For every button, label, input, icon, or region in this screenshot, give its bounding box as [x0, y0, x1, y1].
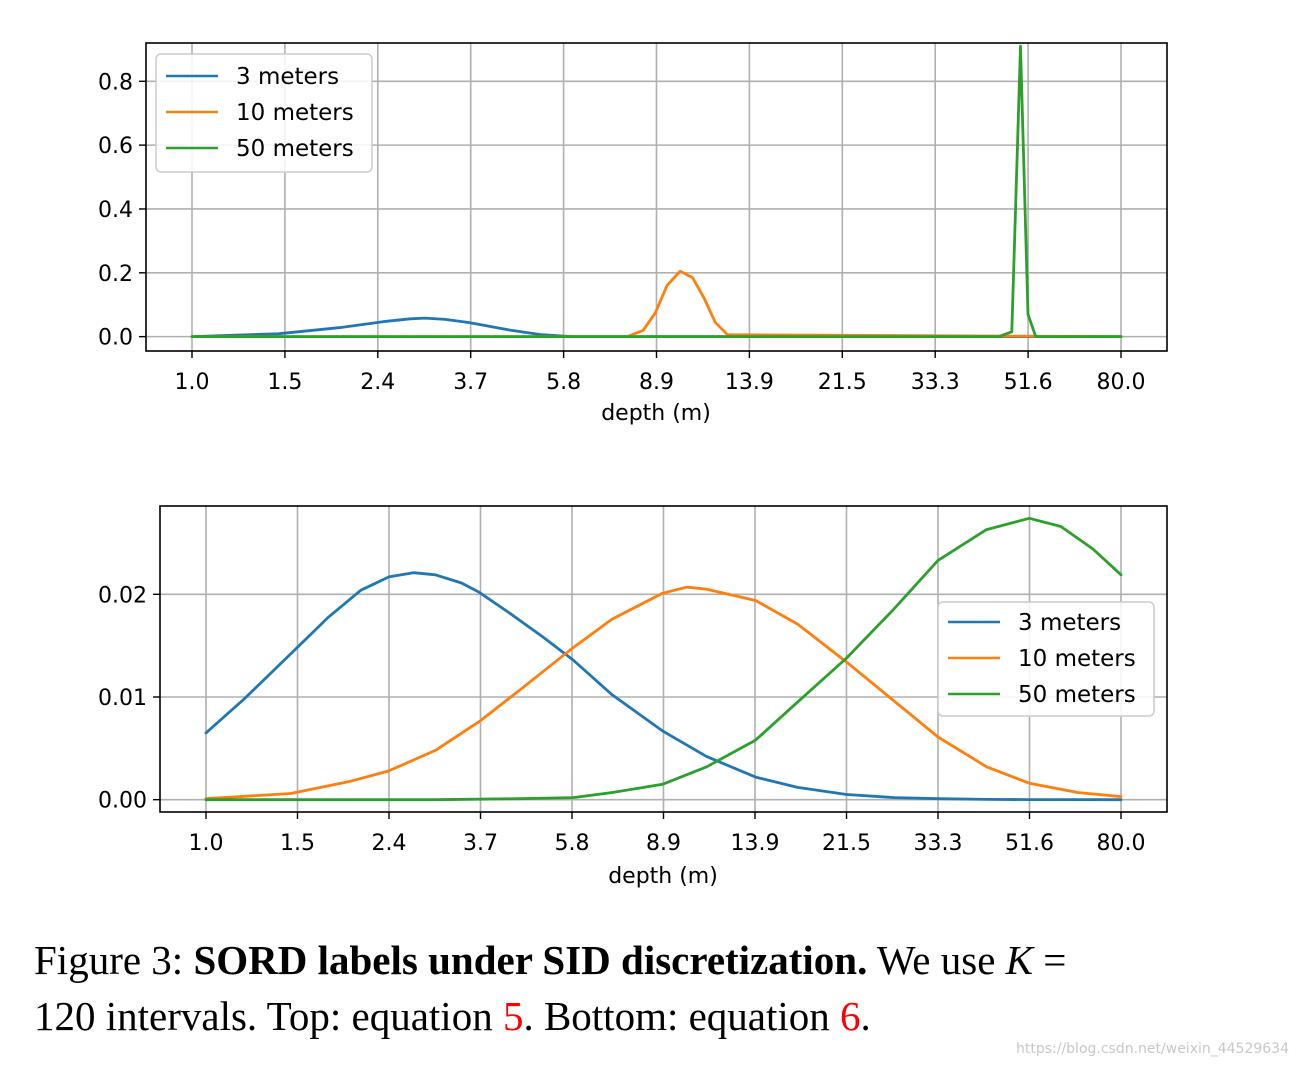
caption-variable: K: [1005, 937, 1033, 983]
caption-text-1: We use: [876, 937, 996, 983]
bottom-legend-label-50m: 50 meters: [1018, 682, 1136, 708]
bottom-x-tick-label: 1.0: [189, 831, 224, 856]
caption-title: SORD labels under SID discretization.: [193, 937, 868, 983]
top-series-line-3-meters: [190, 316, 1123, 339]
top-y-tick-label: 0.4: [98, 198, 133, 223]
top-legend-label-50m: 50 meters: [236, 136, 354, 162]
bottom-y-axis: 0.00 0.01 0.02: [98, 583, 160, 814]
watermark: https://blog.csdn.net/weixin_44529634: [1015, 1041, 1289, 1057]
bottom-x-tick-label: 51.6: [1005, 831, 1054, 856]
bottom-x-axis: 1.0 1.5 2.4 3.7 5.8 8.9 13.9 21.5 33.3 51.6 80.0: [189, 812, 1146, 856]
top-x-tick-label: 2.4: [360, 370, 395, 395]
bottom-legend-label-10m: 10 meters: [1018, 646, 1136, 672]
top-x-tick-label: 33.3: [911, 370, 960, 395]
top-x-tick-label: 8.9: [639, 370, 674, 395]
top-y-tick-label: 0.0: [98, 326, 133, 351]
bottom-legend: 3 meters 10 meters 50 meters: [937, 601, 1155, 717]
top-legend: 3 meters 10 meters 50 meters: [155, 53, 373, 173]
bottom-legend-label-3m: 3 meters: [1018, 610, 1121, 636]
top-y-tick-label: 0.8: [98, 70, 133, 95]
bottom-series-line-3-meters: [204, 571, 1123, 802]
top-x-axis: 1.0 1.5 2.4 3.7 5.8 8.9 13.9 21.5 33.3 51.6 80.0: [175, 351, 1146, 395]
bottom-series-lines: [204, 516, 1123, 802]
top-y-axis: 0.0 0.2 0.4 0.6 0.8: [98, 70, 146, 351]
top-series-line-10-meters: [190, 269, 1123, 339]
bottom-series-line-10-meters: [204, 585, 1123, 801]
top-series-line-50-meters: [190, 44, 1123, 339]
caption-text-3: . Bottom: equation: [523, 993, 830, 1039]
bottom-series-line-50-meters: [204, 516, 1123, 802]
bottom-x-tick-label: 21.5: [822, 831, 871, 856]
caption-equals: =: [1043, 937, 1067, 983]
bottom-x-tick-label: 5.8: [555, 831, 590, 856]
caption-equation-ref-5[interactable]: 5: [502, 993, 524, 1039]
bottom-x-tick-label: 2.4: [372, 831, 407, 856]
bottom-x-tick-label: 8.9: [646, 831, 681, 856]
bottom-x-tick-label: 33.3: [914, 831, 963, 856]
bottom-chart: 0.00 0.01 0.02 1.0 1.5 2.4 3.7 5.8 8.9 13.9 21.5 3…: [98, 505, 1168, 889]
bottom-x-tick-label: 80.0: [1097, 831, 1146, 856]
top-x-tick-label: 21.5: [818, 370, 867, 395]
top-x-tick-label: 13.9: [725, 370, 774, 395]
top-legend-label-10m: 10 meters: [236, 100, 354, 126]
top-series-lines: [190, 44, 1123, 339]
top-x-tick-label: 1.0: [175, 370, 210, 395]
bottom-y-tick-label: 0.02: [98, 583, 147, 608]
bottom-x-tick-label: 1.5: [280, 831, 315, 856]
bottom-y-tick-label: 0.01: [98, 686, 147, 711]
figure-caption: Figure 3: SORD labels under SID discreti…: [34, 932, 1254, 1044]
bottom-x-tick-label: 13.9: [731, 831, 780, 856]
caption-equation-ref-6[interactable]: 6: [840, 993, 861, 1039]
top-y-tick-label: 0.2: [98, 262, 133, 287]
figure: 0.0 0.2 0.4 0.6 0.8 1.0 1.5 2.4 3.7 5.8 8.9 13.9 21…: [98, 42, 1168, 889]
bottom-x-axis-title: depth (m): [608, 864, 718, 889]
top-y-tick-label: 0.6: [98, 134, 133, 159]
caption-end: .: [860, 993, 871, 1039]
bottom-legend-box: [937, 601, 1155, 717]
top-x-tick-label: 80.0: [1097, 370, 1146, 395]
top-chart: 0.0 0.2 0.4 0.6 0.8 1.0 1.5 2.4 3.7 5.8 8.9 13.9 21…: [98, 42, 1168, 426]
top-x-tick-label: 51.6: [1004, 370, 1053, 395]
caption-prefix: Figure 3:: [34, 937, 184, 983]
top-x-tick-label: 1.5: [267, 370, 302, 395]
caption-text-2: 120 intervals. Top: equation: [34, 993, 493, 1039]
top-x-axis-title: depth (m): [601, 401, 711, 426]
bottom-y-tick-label: 0.00: [98, 789, 147, 814]
top-x-tick-label: 3.7: [453, 370, 488, 395]
top-legend-label-3m: 3 meters: [236, 64, 339, 90]
bottom-x-tick-label: 3.7: [463, 831, 498, 856]
top-legend-box: [155, 53, 373, 173]
top-x-tick-label: 5.8: [546, 370, 581, 395]
